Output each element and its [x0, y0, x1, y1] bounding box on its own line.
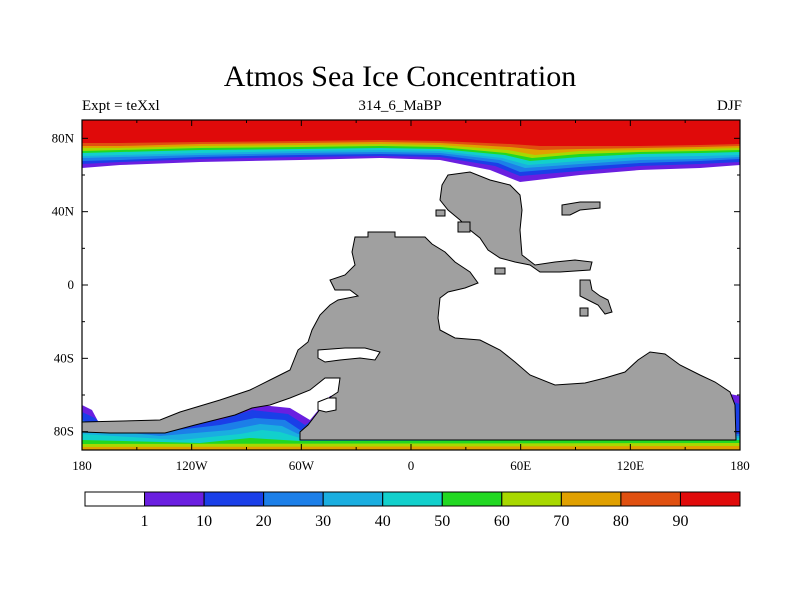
- x-tick-label: 60W: [289, 458, 315, 473]
- small-island-1: [435, 209, 446, 217]
- colorbar-swatch: [263, 491, 324, 507]
- x-tick-label: 120W: [176, 458, 209, 473]
- x-axis: 180 120W 60W 0 60E 120E 180: [72, 120, 750, 473]
- small-island-3: [494, 267, 506, 275]
- experiment-label: Expt = teXxl: [82, 98, 160, 114]
- colorbar-swatch: [203, 491, 265, 507]
- inland-sea-1: [317, 347, 381, 363]
- arctic-sea-ice: [82, 120, 740, 182]
- colorbar-swatch: [501, 491, 562, 507]
- colorbar-swatch: [620, 491, 681, 507]
- map-area: [82, 120, 740, 450]
- colorbar-label: 80: [613, 513, 629, 530]
- inland-sea-2: [317, 397, 337, 413]
- colorbar-label: 30: [315, 513, 331, 530]
- colorbar-label: 60: [494, 513, 510, 530]
- colorbar-label: 10: [196, 513, 212, 530]
- colorbar-swatch: [560, 491, 622, 507]
- colorbar-swatch: [144, 491, 205, 507]
- x-tick-label: 60E: [510, 458, 531, 473]
- colorbar-swatch: [322, 491, 384, 507]
- colorbar-label: 20: [256, 513, 272, 530]
- y-tick-label: 40S: [54, 350, 74, 365]
- inland-seas: [317, 347, 381, 413]
- y-tick-label: 0: [68, 277, 75, 292]
- island-chain: [579, 279, 613, 315]
- colorbar-swatch: [679, 491, 741, 507]
- x-tick-label: 180: [730, 458, 750, 473]
- small-island-2: [457, 221, 471, 233]
- x-tick-label: 180: [72, 458, 92, 473]
- y-tick-label: 80S: [54, 424, 74, 439]
- period-label: 314_6_MaBP: [358, 98, 442, 114]
- east-island: [561, 201, 601, 216]
- colorbar-swatch: [441, 491, 503, 507]
- plot-title: Atmos Sea Ice Concentration: [223, 60, 577, 93]
- continents: [82, 171, 737, 441]
- colorbar-label: 90: [672, 513, 688, 530]
- y-tick-label: 80N: [52, 130, 75, 145]
- y-axis: 80N 40N 0 40S 80S: [52, 130, 740, 439]
- colorbar-swatch: [84, 491, 146, 507]
- colorbar-label: 40: [375, 513, 391, 530]
- colorbar-swatch: [382, 491, 443, 507]
- x-tick-label: 0: [408, 458, 415, 473]
- colorbar: 1 10 20 30 40 50 60 70 80 90: [84, 491, 741, 530]
- y-tick-label: 40N: [52, 204, 75, 219]
- small-island-4: [579, 307, 589, 317]
- x-tick-label: 120E: [617, 458, 645, 473]
- season-label: DJF: [716, 98, 742, 114]
- colorbar-label: 50: [434, 513, 450, 530]
- colorbar-label: 70: [553, 513, 569, 530]
- colorbar-label: 1: [141, 513, 149, 530]
- pangaea-landmass: [82, 231, 737, 441]
